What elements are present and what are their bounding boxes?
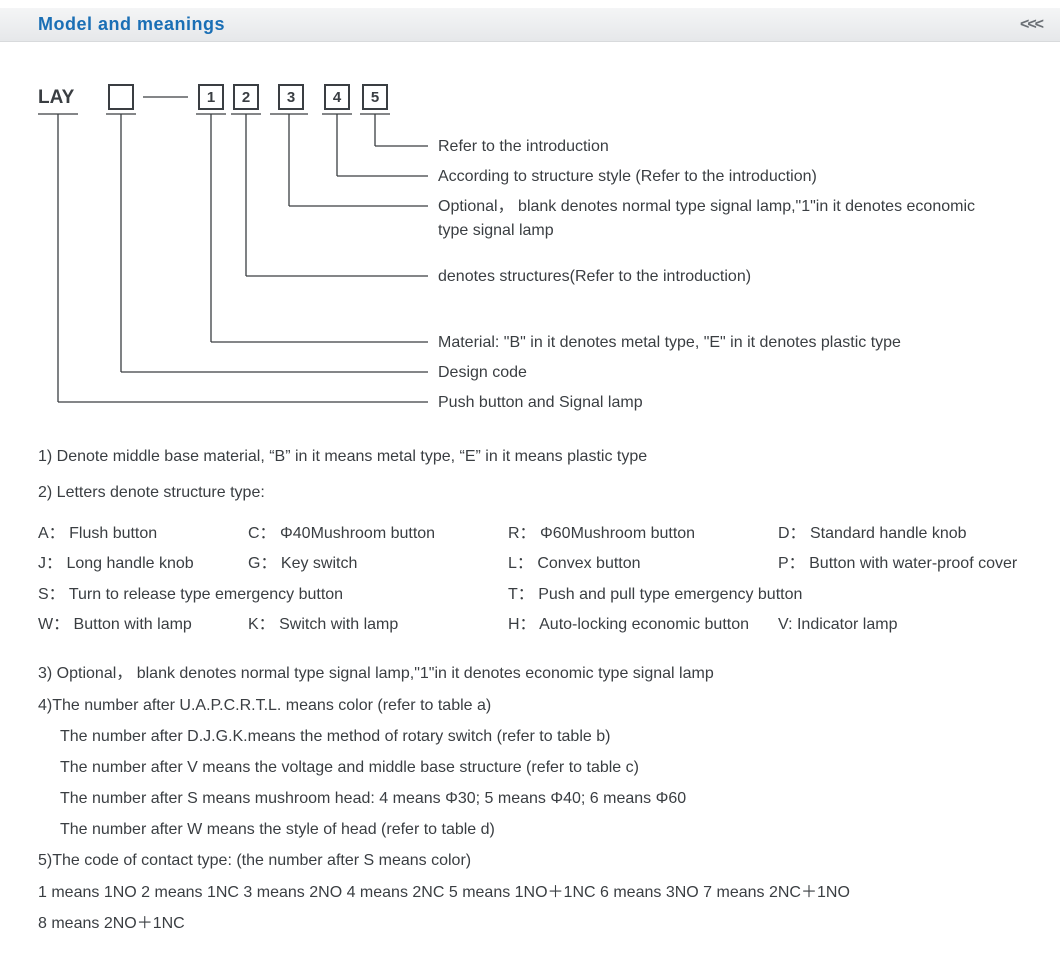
note-5c: 8 means 2NO＋1NC — [38, 908, 1032, 939]
section-header: Model and meanings <<< — [0, 8, 1060, 42]
structure-type-S: S： Turn to release type emergency button — [38, 580, 508, 610]
notes-block-1: 1) Denote middle base material, “B” in i… — [38, 442, 1032, 509]
diagram-desc-3: denotes structures(Refer to the introduc… — [438, 265, 751, 289]
notes-block-3: 3) Optional， blank denotes normal type s… — [38, 658, 1032, 939]
diagram-desc-1: According to structure style (Refer to t… — [438, 165, 817, 189]
structure-type-J: J： Long handle knob — [38, 549, 248, 579]
structure-type-H: H： Auto-locking economic button — [508, 610, 778, 640]
note-3: 3) Optional， blank denotes normal type s… — [38, 658, 1032, 689]
diagram-desc-4: Material: "B" in it denotes metal type, … — [438, 331, 901, 355]
structure-type-R: R： Φ60Mushroom button — [508, 519, 778, 549]
diagram-desc-5: Design code — [438, 361, 527, 385]
structure-type-P: P： Button with water-proof cover — [778, 549, 1038, 579]
section-title: Model and meanings — [38, 14, 225, 35]
model-box-2: 2 — [233, 84, 259, 110]
model-box-0 — [108, 84, 134, 110]
note-1: 1) Denote middle base material, “B” in i… — [38, 442, 1032, 472]
structure-type-G: G： Key switch — [248, 549, 508, 579]
diagram-desc-6: Push button and Signal lamp — [438, 391, 643, 415]
structure-type-L: L： Convex button — [508, 549, 778, 579]
structure-type-V: V: Indicator lamp — [778, 610, 1038, 640]
note-4b: The number after D.J.G.K.means the metho… — [38, 721, 1032, 752]
structure-type-K: K： Switch with lamp — [248, 610, 508, 640]
note-4: 4)The number after U.A.P.C.R.T.L. means … — [38, 690, 1032, 721]
structure-type-D: D： Standard handle knob — [778, 519, 1038, 549]
note-5: 5)The code of contact type: (the number … — [38, 845, 1032, 876]
note-4d: The number after S means mushroom head: … — [38, 783, 1032, 814]
diagram-desc-0: Refer to the introduction — [438, 135, 609, 159]
structure-type-A: A： Flush button — [38, 519, 248, 549]
note-5b: 1 means 1NO 2 means 1NC 3 means 2NO 4 me… — [38, 877, 1032, 908]
model-box-1: 1 — [198, 84, 224, 110]
structure-type-W: W： Button with lamp — [38, 610, 248, 640]
model-diagram: LAY 12345Refer to the introductionAccord… — [38, 72, 1032, 422]
model-box-5: 5 — [362, 84, 388, 110]
structure-type-T: T： Push and pull type emergency button — [508, 580, 1038, 610]
structure-types-grid: A： Flush buttonC： Φ40Mushroom buttonR： Φ… — [38, 519, 1032, 641]
content-area: LAY 12345Refer to the introductionAccord… — [0, 42, 1060, 969]
note-4c: The number after V means the voltage and… — [38, 752, 1032, 783]
diagram-svg — [38, 72, 1038, 422]
structure-type-C: C： Φ40Mushroom button — [248, 519, 508, 549]
note-4e: The number after W means the style of he… — [38, 814, 1032, 845]
model-box-4: 4 — [324, 84, 350, 110]
diagram-desc-2: Optional， blank denotes normal type sign… — [438, 195, 998, 243]
chevron-left-icon: <<< — [1020, 16, 1042, 34]
note-2: 2) Letters denote structure type: — [38, 478, 1032, 508]
model-box-3: 3 — [278, 84, 304, 110]
